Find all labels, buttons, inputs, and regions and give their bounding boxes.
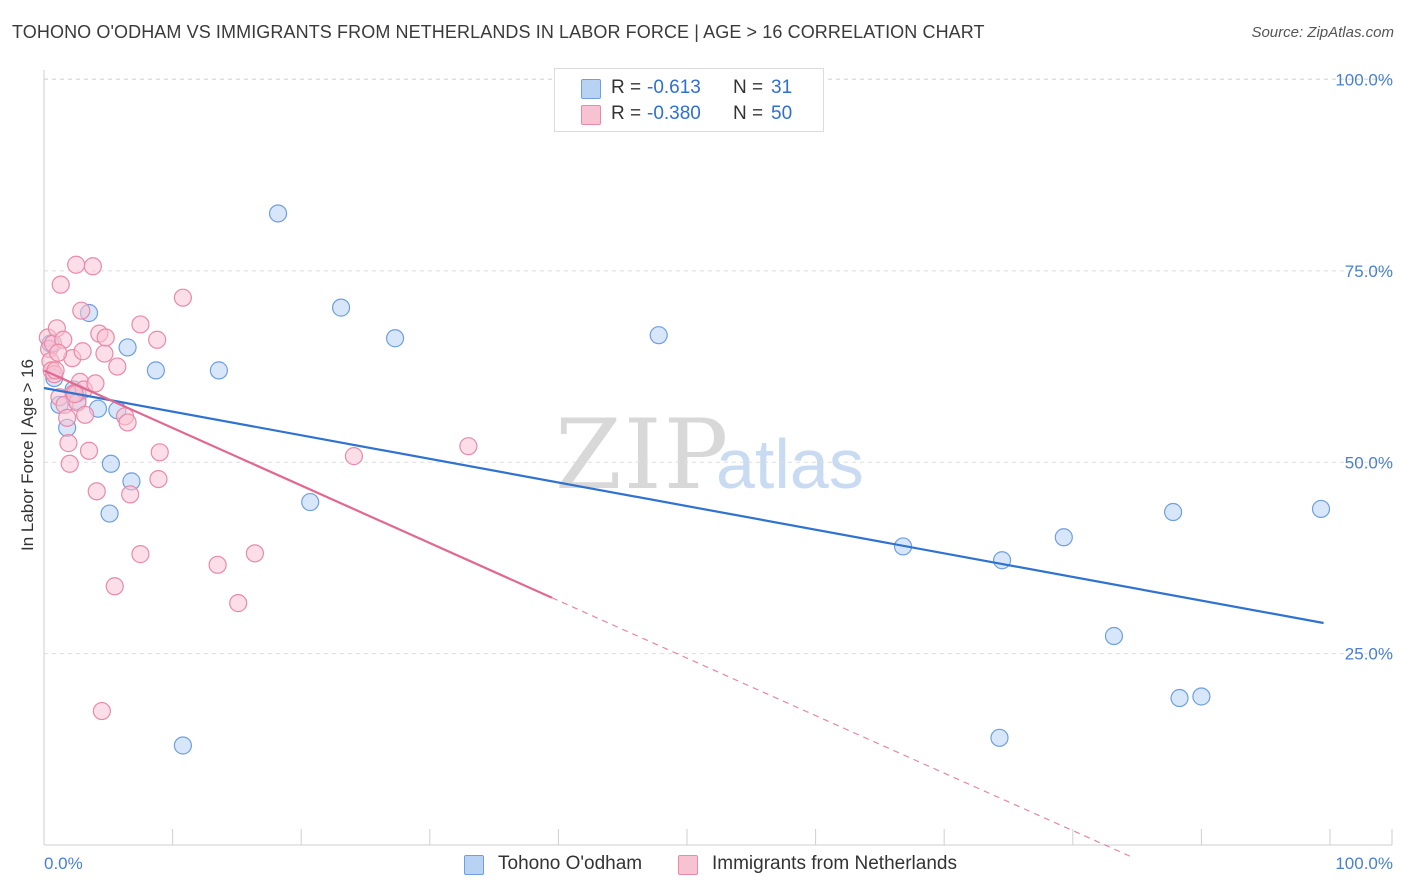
- n-label: N =: [733, 103, 764, 124]
- tohono-point: [1054, 528, 1073, 547]
- netherlands-point: [59, 434, 78, 453]
- correlation-legend: R = -0.613 N = 31 R = -0.380 N = 50: [554, 68, 824, 132]
- n-value: 31: [771, 77, 793, 98]
- netherlands-point: [150, 443, 169, 462]
- blue-swatch: [464, 855, 484, 875]
- netherlands-point: [51, 275, 70, 294]
- netherlands-point: [208, 555, 227, 574]
- netherlands-trendline-extension: [551, 597, 1131, 858]
- y-tick-label: 75.0%: [1345, 262, 1393, 281]
- netherlands-point: [76, 405, 95, 424]
- tohono-point: [385, 329, 405, 348]
- tohono-point: [101, 454, 120, 473]
- x-tick-label-min: 0.0%: [44, 854, 83, 873]
- tohono-point: [992, 551, 1012, 570]
- netherlands-point: [96, 328, 115, 347]
- netherlands-point: [131, 545, 150, 564]
- netherlands-point: [173, 288, 192, 307]
- tohono-point: [1311, 499, 1331, 519]
- y-tick-label: 25.0%: [1345, 645, 1393, 664]
- tohono-point: [268, 204, 288, 223]
- x-tick-label-max: 100.0%: [1335, 854, 1393, 873]
- y-axis-label: In Labor Force | Age > 16: [18, 358, 37, 552]
- netherlands-point: [459, 437, 478, 456]
- netherlands-point: [72, 301, 91, 320]
- pink-swatch: [581, 105, 601, 125]
- watermark-atlas: atlas: [716, 425, 864, 503]
- tohono-point: [331, 298, 351, 317]
- legend-label: Tohono O'odham: [498, 853, 643, 874]
- netherlands-point: [229, 594, 248, 613]
- netherlands-point: [87, 482, 106, 501]
- tohono-point: [649, 326, 668, 345]
- chart-title: TOHONO O'ODHAM VS IMMIGRANTS FROM NETHER…: [12, 22, 985, 42]
- netherlands-trendline: [43, 369, 553, 599]
- tohono-point: [146, 361, 165, 380]
- netherlands-point: [58, 408, 77, 427]
- netherlands-point: [83, 257, 102, 276]
- netherlands-point: [73, 342, 92, 361]
- y-tick-label: 50.0%: [1345, 453, 1393, 472]
- netherlands-point: [148, 330, 167, 349]
- netherlands-point: [95, 344, 114, 363]
- netherlands-point: [344, 447, 364, 466]
- netherlands-point: [79, 441, 99, 460]
- tohono-point: [1164, 502, 1183, 522]
- netherlands-point: [92, 701, 111, 721]
- r-label: R =: [611, 77, 642, 98]
- netherlands-point: [149, 469, 168, 489]
- tohono-point: [173, 736, 192, 755]
- pink-swatch: [678, 855, 698, 875]
- netherlands-point: [131, 315, 150, 334]
- tohono-trendline: [43, 386, 1324, 625]
- netherlands-point: [86, 374, 105, 393]
- tohono-point: [301, 492, 320, 512]
- n-label: N =: [733, 77, 764, 98]
- netherlands-point: [67, 255, 86, 274]
- netherlands-point: [49, 343, 68, 362]
- tohono-point: [1104, 626, 1124, 646]
- legend-label: Immigrants from Netherlands: [712, 853, 957, 874]
- netherlands-point: [118, 413, 137, 432]
- tohono-point: [1170, 688, 1189, 708]
- n-value: 50: [771, 103, 793, 124]
- watermark-zip: ZIP: [555, 399, 730, 511]
- r-value: -0.380: [647, 103, 701, 124]
- tohono-point: [100, 504, 119, 523]
- blue-swatch: [581, 79, 601, 99]
- netherlands-point: [121, 485, 140, 504]
- tohono-point: [209, 361, 228, 380]
- netherlands-point: [245, 544, 265, 563]
- y-tick-label: 100.0%: [1335, 71, 1393, 90]
- tohono-point: [990, 728, 1009, 747]
- tohono-point: [118, 338, 137, 357]
- tohono-point: [1192, 687, 1211, 706]
- netherlands-point: [105, 577, 124, 596]
- netherlands-point: [60, 454, 79, 473]
- netherlands-point: [108, 357, 127, 376]
- source-label: Source: ZipAtlas.com: [1251, 24, 1394, 41]
- r-value: -0.613: [647, 77, 701, 98]
- r-label: R =: [611, 103, 642, 124]
